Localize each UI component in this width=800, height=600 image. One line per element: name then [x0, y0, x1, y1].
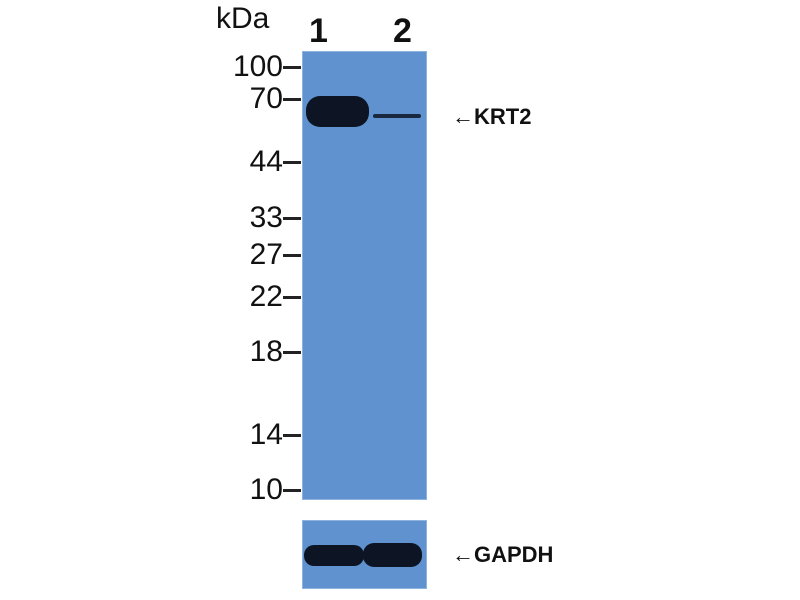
gapdh-blot-membrane [302, 520, 427, 589]
krt2-band-lane-1 [306, 96, 369, 127]
marker-tick [283, 351, 301, 354]
gapdh-band-lane-1 [304, 545, 364, 566]
marker-label: 70 [249, 82, 283, 115]
marker-label: 10 [249, 473, 283, 506]
marker-tick [283, 66, 301, 69]
gapdh-label: ←GAPDH [452, 542, 554, 567]
marker-label: 100 [232, 50, 283, 83]
marker-tick [283, 296, 301, 299]
marker-tick [283, 489, 301, 492]
marker-tick [283, 161, 301, 164]
lane-label-1: 1 [309, 12, 328, 50]
marker-label: 14 [249, 418, 283, 451]
marker-tick [283, 434, 301, 437]
marker-tick [283, 254, 301, 257]
main-blot-membrane [302, 51, 427, 500]
marker-label: 18 [249, 335, 283, 368]
lane-label-2: 2 [393, 12, 412, 50]
marker-label: 27 [249, 238, 283, 271]
gapdh-band-lane-2 [363, 543, 422, 567]
marker-label: 22 [249, 280, 283, 313]
unit-label: kDa [216, 2, 270, 35]
krt2-label: ←KRT2 [452, 104, 532, 129]
krt2-band-lane-2 [373, 114, 421, 118]
marker-label: 33 [249, 201, 283, 234]
marker-tick [283, 217, 301, 220]
marker-tick [283, 98, 301, 101]
marker-label: 44 [249, 145, 283, 178]
